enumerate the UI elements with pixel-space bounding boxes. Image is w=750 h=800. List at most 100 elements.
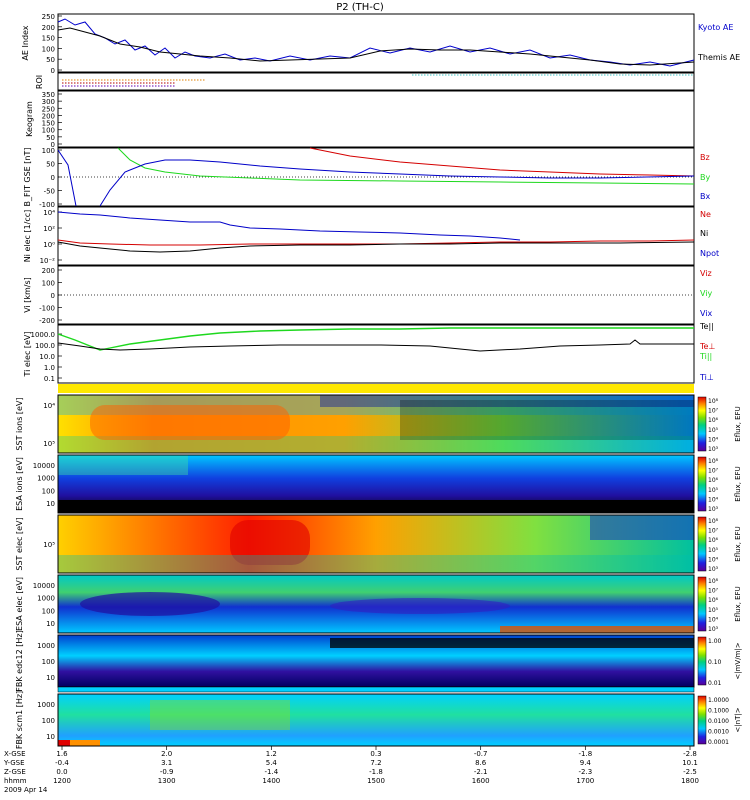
by-legend: By [700,173,710,182]
ti-par-legend: Ti|| [699,352,712,361]
fbk-separator [57,686,695,693]
esa-elec-ylabel: ESA elec [eV] [15,577,24,631]
ytick-label: 50 [46,161,55,169]
cbar-tick-label: 10⁴ [708,556,719,563]
cbar-tick-label: 10⁶ [708,417,719,424]
fbk-b-ylabel: FBK scm1 [Hz] [15,691,24,749]
ytick-label: -100 [39,201,55,209]
cbar-tick-label: 10⁴ [708,616,719,623]
cbar-tick-label: 10⁸ [708,518,719,525]
sst_ion-cbar-label: Eflux, EFU [734,406,742,441]
flag-strip [58,384,694,393]
cbar-tick-label: 10⁸ [708,578,719,585]
xaxis-z-label: -1.4 [264,768,278,776]
ni-ylabel: Ni elec [1/cc] [23,210,32,263]
fbk_e-colorbar [697,636,707,686]
xaxis-z-label: -2.1 [474,768,488,776]
xaxis-y-label: 5.4 [266,759,278,767]
ti-ticks: 1000.0 100.0 10.0 1.0 0.1 [31,331,62,383]
ti-ylabel: Ti elec [eV] [23,331,32,377]
ni-legend: Ni [700,229,708,238]
xaxis-y-label: 7.2 [370,759,381,767]
spec-ytick-label: 10000 [33,582,55,590]
ytick-label: 250 [42,105,55,113]
colorbars: 10⁴ 10⁵ 10⁸ 10⁷ 10⁶ 10⁵ 10⁴ 10³ Eflux, EFU 10000 1… [33,396,742,746]
cbar-tick-label: 0.0001 [708,739,729,746]
cbar-tick-label: 0.0100 [708,718,729,725]
viy-legend: Viy [700,289,713,298]
cbar-tick-label: 10⁷ [708,408,719,415]
cbar-tick-label: 10⁵ [708,547,719,554]
ytick-label: 200 [42,24,55,32]
ae-ticks: 250 200 150 100 50 0 [42,13,62,75]
xaxis-row-label: X-GSE [4,750,26,758]
spec-ytick-label: 10000 [33,462,55,470]
xaxis-y-label: 3.1 [161,759,172,767]
xaxis-row-label: Z-GSE [4,768,26,776]
xaxis-y-label: 8.6 [475,759,487,767]
esa_ion-cbar-label: Eflux, EFU [734,466,742,501]
ytick-label: 100 [42,127,55,135]
ytick-label: -200 [39,317,55,325]
roi-ylabel: ROI [35,75,44,89]
sst_ion-colorbar [697,396,707,452]
ytick-label: -100 [39,305,55,313]
ytick-label: 10⁴ [43,209,55,217]
esa_ion-colorbar [697,456,707,512]
ytick-label: 0 [51,141,55,149]
fbk-e-panel: FBK edc12 [Hz] [15,630,695,692]
bz-series [309,147,695,177]
xaxis-x-label: 1.6 [56,750,68,758]
xaxis-z-label: 0.0 [56,768,67,776]
xaxis-x-label: 2.0 [161,750,172,758]
ytick-label: 10.0 [39,353,55,361]
xaxis-t-label: 1800 [681,777,699,785]
ytick-label: 0 [51,67,55,75]
cbar-tick-label: 1.0000 [708,697,729,704]
cbar-tick-label: 0.1000 [708,708,729,715]
fbk-b-panel: FBK scm1 [Hz] [15,691,695,749]
xaxis-row-label: hhmm [4,777,27,785]
xaxis-y-label: 9.4 [580,759,592,767]
cbar-tick-label: 0.01 [708,680,722,687]
cbar-tick-label: 10⁵ [708,427,719,434]
esa-elec-panel: ESA elec [eV] [15,574,695,634]
roi-panel: ROI [35,72,695,91]
cbar-tick-label: 10⁶ [708,537,719,544]
ni-panel: 10⁴ 10² 10⁰ 10⁻² Ni elec [1/cc] Ne Ni Npot [23,206,719,266]
xaxis-x-label: -2.8 [683,750,697,758]
ytick-label: 150 [42,120,55,128]
ytick-label: 1000.0 [31,331,56,339]
cbar-tick-label: 10⁸ [708,398,719,405]
bx-series [57,149,695,207]
vix-legend: Vix [700,309,713,318]
vi-ylabel: Vi [km/s] [23,277,32,313]
fbk_b-colorbar [697,695,707,745]
spec-ytick-label: 100 [42,607,55,615]
ti-panel: 1000.0100.010.01.00.1 Ti elec [eV] Te|| … [23,322,715,384]
ytick-label: 200 [42,112,55,120]
npot-black-series [57,241,695,253]
ytick-label: 10⁻² [40,257,56,265]
fbk-e-ylabel: FBK edc12 [Hz] [15,630,24,691]
xaxis-y-label: 10.1 [682,759,698,767]
xaxis-t-label: 1300 [158,777,176,785]
esa-ion-panel: ESA ions [eV] [15,454,695,514]
spec-ytick-label: 10 [46,500,55,508]
xaxis-t-label: 1700 [576,777,594,785]
spec-ytick-label: 10⁵ [43,440,55,448]
ytick-label: 100 [42,280,55,288]
ytick-label: 0.1 [44,375,55,383]
ytick-label: 250 [42,13,55,21]
sst_elec-colorbar [697,516,707,572]
sst-ion-ylabel: SST ions [eV] [15,397,24,450]
cbar-tick-label: 10⁷ [708,588,719,595]
bx-legend: Bx [700,192,710,201]
xaxis-t-label: 1500 [367,777,385,785]
te-black-series [57,339,694,352]
cbar-tick-label: 10³ [708,626,719,633]
spec-ytick-label: 10 [46,674,55,682]
